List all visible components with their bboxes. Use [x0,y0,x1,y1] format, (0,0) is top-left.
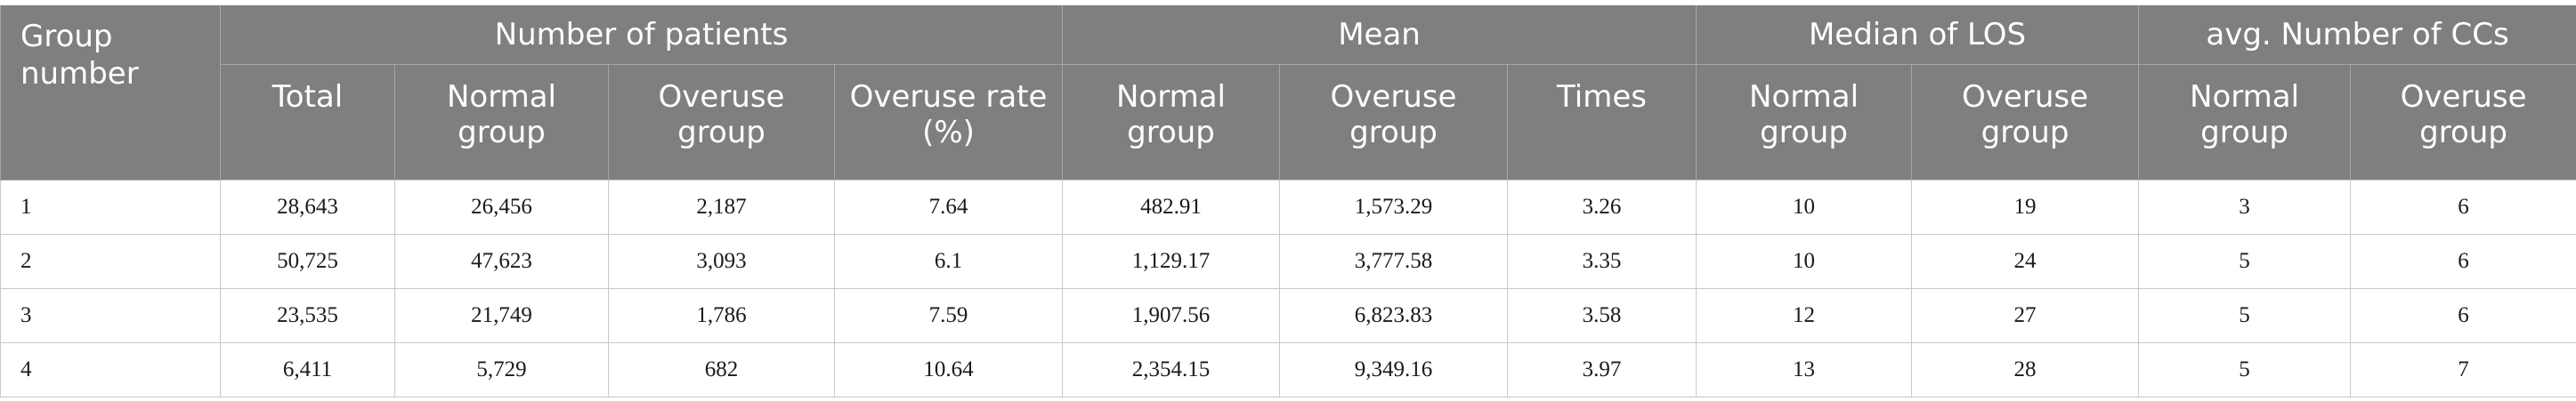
table-cell: 5,729 [394,342,609,397]
los-overuse-header: Overuse group [1911,64,2140,180]
patients-group-header: Number of patients [220,5,1063,65]
table-row: 4 6,411 5,729 682 10.64 2,354.15 9,349.1… [0,342,2576,397]
table-row: 3 23,535 21,749 1,786 7.59 1,907.56 6,82… [0,288,2576,343]
mean-overuse-header: Overuse group [1279,64,1508,180]
table-cell: 3.26 [1506,180,1697,235]
table-cell: 6 [2350,234,2576,289]
table-cell: 1,573.29 [1279,180,1508,235]
table-cell: 3,777.58 [1279,234,1508,289]
table-cell: 47,623 [394,234,609,289]
patients-normal-header: Normal group [394,64,609,180]
table-cell: 27 [1911,288,2140,343]
table-cell: 682 [608,342,835,397]
table-cell: 12 [1696,288,1913,343]
header-row-sub: Total Normal group Overuse group Overuse… [1,64,2576,180]
table-cell: 6,823.83 [1279,288,1508,343]
table-cell: 3 [2138,180,2352,235]
table-row: 2 50,725 47,623 3,093 6.1 1,129.17 3,777… [0,234,2576,289]
group-number-cell: 3 [0,288,221,343]
table-cell: 24 [1911,234,2140,289]
table-cell: 482.91 [1062,180,1280,235]
mean-group-header: Mean [1061,5,1697,65]
table-cell: 3.97 [1506,342,1697,397]
table-cell: 2,354.15 [1062,342,1280,397]
median-los-group-header: Median of LOS [1696,5,2140,65]
table-cell: 5 [2138,342,2352,397]
table-cell: 6 [2350,288,2576,343]
group-number-cell: 1 [0,180,221,235]
table-cell: 1,129.17 [1062,234,1280,289]
total-header: Total [220,64,395,180]
table-cell: 6 [2350,180,2576,235]
ccs-normal-header: Normal group [2138,64,2352,180]
table-cell: 28 [1911,342,2140,397]
table-cell: 23,535 [220,288,395,343]
table-cell: 9,349.16 [1279,342,1508,397]
table-cell: 6.1 [834,234,1063,289]
table-cell: 50,725 [220,234,395,289]
table-cell: 7.59 [834,288,1063,343]
header-row-groups: Group number Number of patients Mean Med… [0,5,2576,180]
table-cell: 5 [2138,288,2352,343]
mean-times-header: Times [1506,64,1697,180]
table-cell: 21,749 [394,288,609,343]
table-row: 1 28,643 26,456 2,187 7.64 482.91 1,573.… [0,180,2576,235]
table-header: Group number Number of patients Mean Med… [0,5,2576,180]
table-cell: 7.64 [834,180,1063,235]
avg-ccs-group-header: avg. Number of CCs [2138,5,2576,65]
table-cell: 10 [1696,180,1913,235]
los-normal-header: Normal group [1696,64,1913,180]
table-cell: 2,187 [608,180,835,235]
table-cell: 26,456 [394,180,609,235]
ccs-overuse-header: Overuse group [2350,64,2576,180]
overuse-rate-header: Overuse rate (%) [834,64,1063,180]
table-cell: 1,786 [608,288,835,343]
group-number-cell: 2 [0,234,221,289]
group-number-cell: 4 [0,342,221,397]
table-cell: 28,643 [220,180,395,235]
table-cell: 3.35 [1506,234,1697,289]
table-cell: 3,093 [608,234,835,289]
table-cell: 13 [1696,342,1913,397]
results-table: Group number Number of patients Mean Med… [0,5,2576,397]
table-cell: 7 [2350,342,2576,397]
group-number-header: Group number [0,5,221,180]
table-cell: 6,411 [220,342,395,397]
table-cell: 10 [1696,234,1913,289]
patients-overuse-header: Overuse group [608,64,835,180]
table-body: 1 28,643 26,456 2,187 7.64 482.91 1,573.… [0,180,2576,397]
mean-normal-header: Normal group [1062,64,1280,180]
table-cell: 5 [2138,234,2352,289]
table-cell: 19 [1911,180,2140,235]
table-cell: 1,907.56 [1062,288,1280,343]
table-cell: 10.64 [834,342,1063,397]
table-cell: 3.58 [1506,288,1697,343]
